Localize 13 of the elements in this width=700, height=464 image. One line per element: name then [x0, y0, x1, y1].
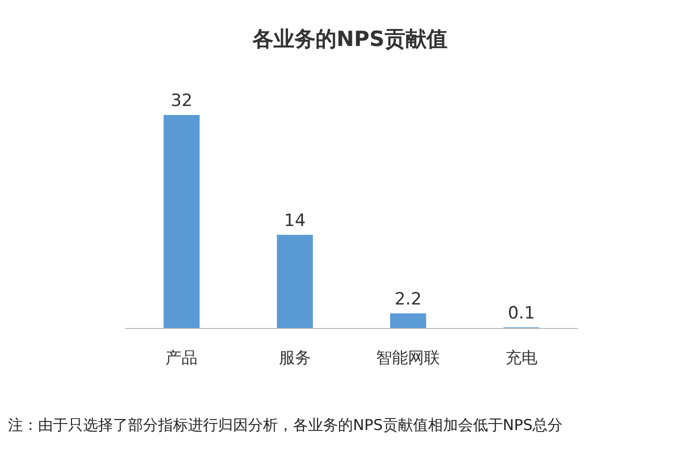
chart-title: 各业务的NPS贡献值: [251, 27, 448, 51]
bar: [390, 313, 426, 328]
bar: [276, 234, 313, 328]
data-label: 14: [284, 210, 306, 231]
x-tick-label: 智能网联: [376, 348, 440, 367]
data-label: 32: [170, 91, 192, 111]
data-label: 0.1: [508, 303, 535, 324]
data-label: 2.2: [394, 289, 422, 310]
text: 注：由于只选择了部分指标进行归因分析，各业务的NPS贡献值相加会低于NPS总分: [8, 416, 563, 434]
bar: [164, 115, 200, 328]
x-tick-label: 充电: [505, 348, 538, 367]
x-tick-label: 服务: [278, 348, 311, 367]
x-tick-label: 产品: [166, 348, 198, 367]
